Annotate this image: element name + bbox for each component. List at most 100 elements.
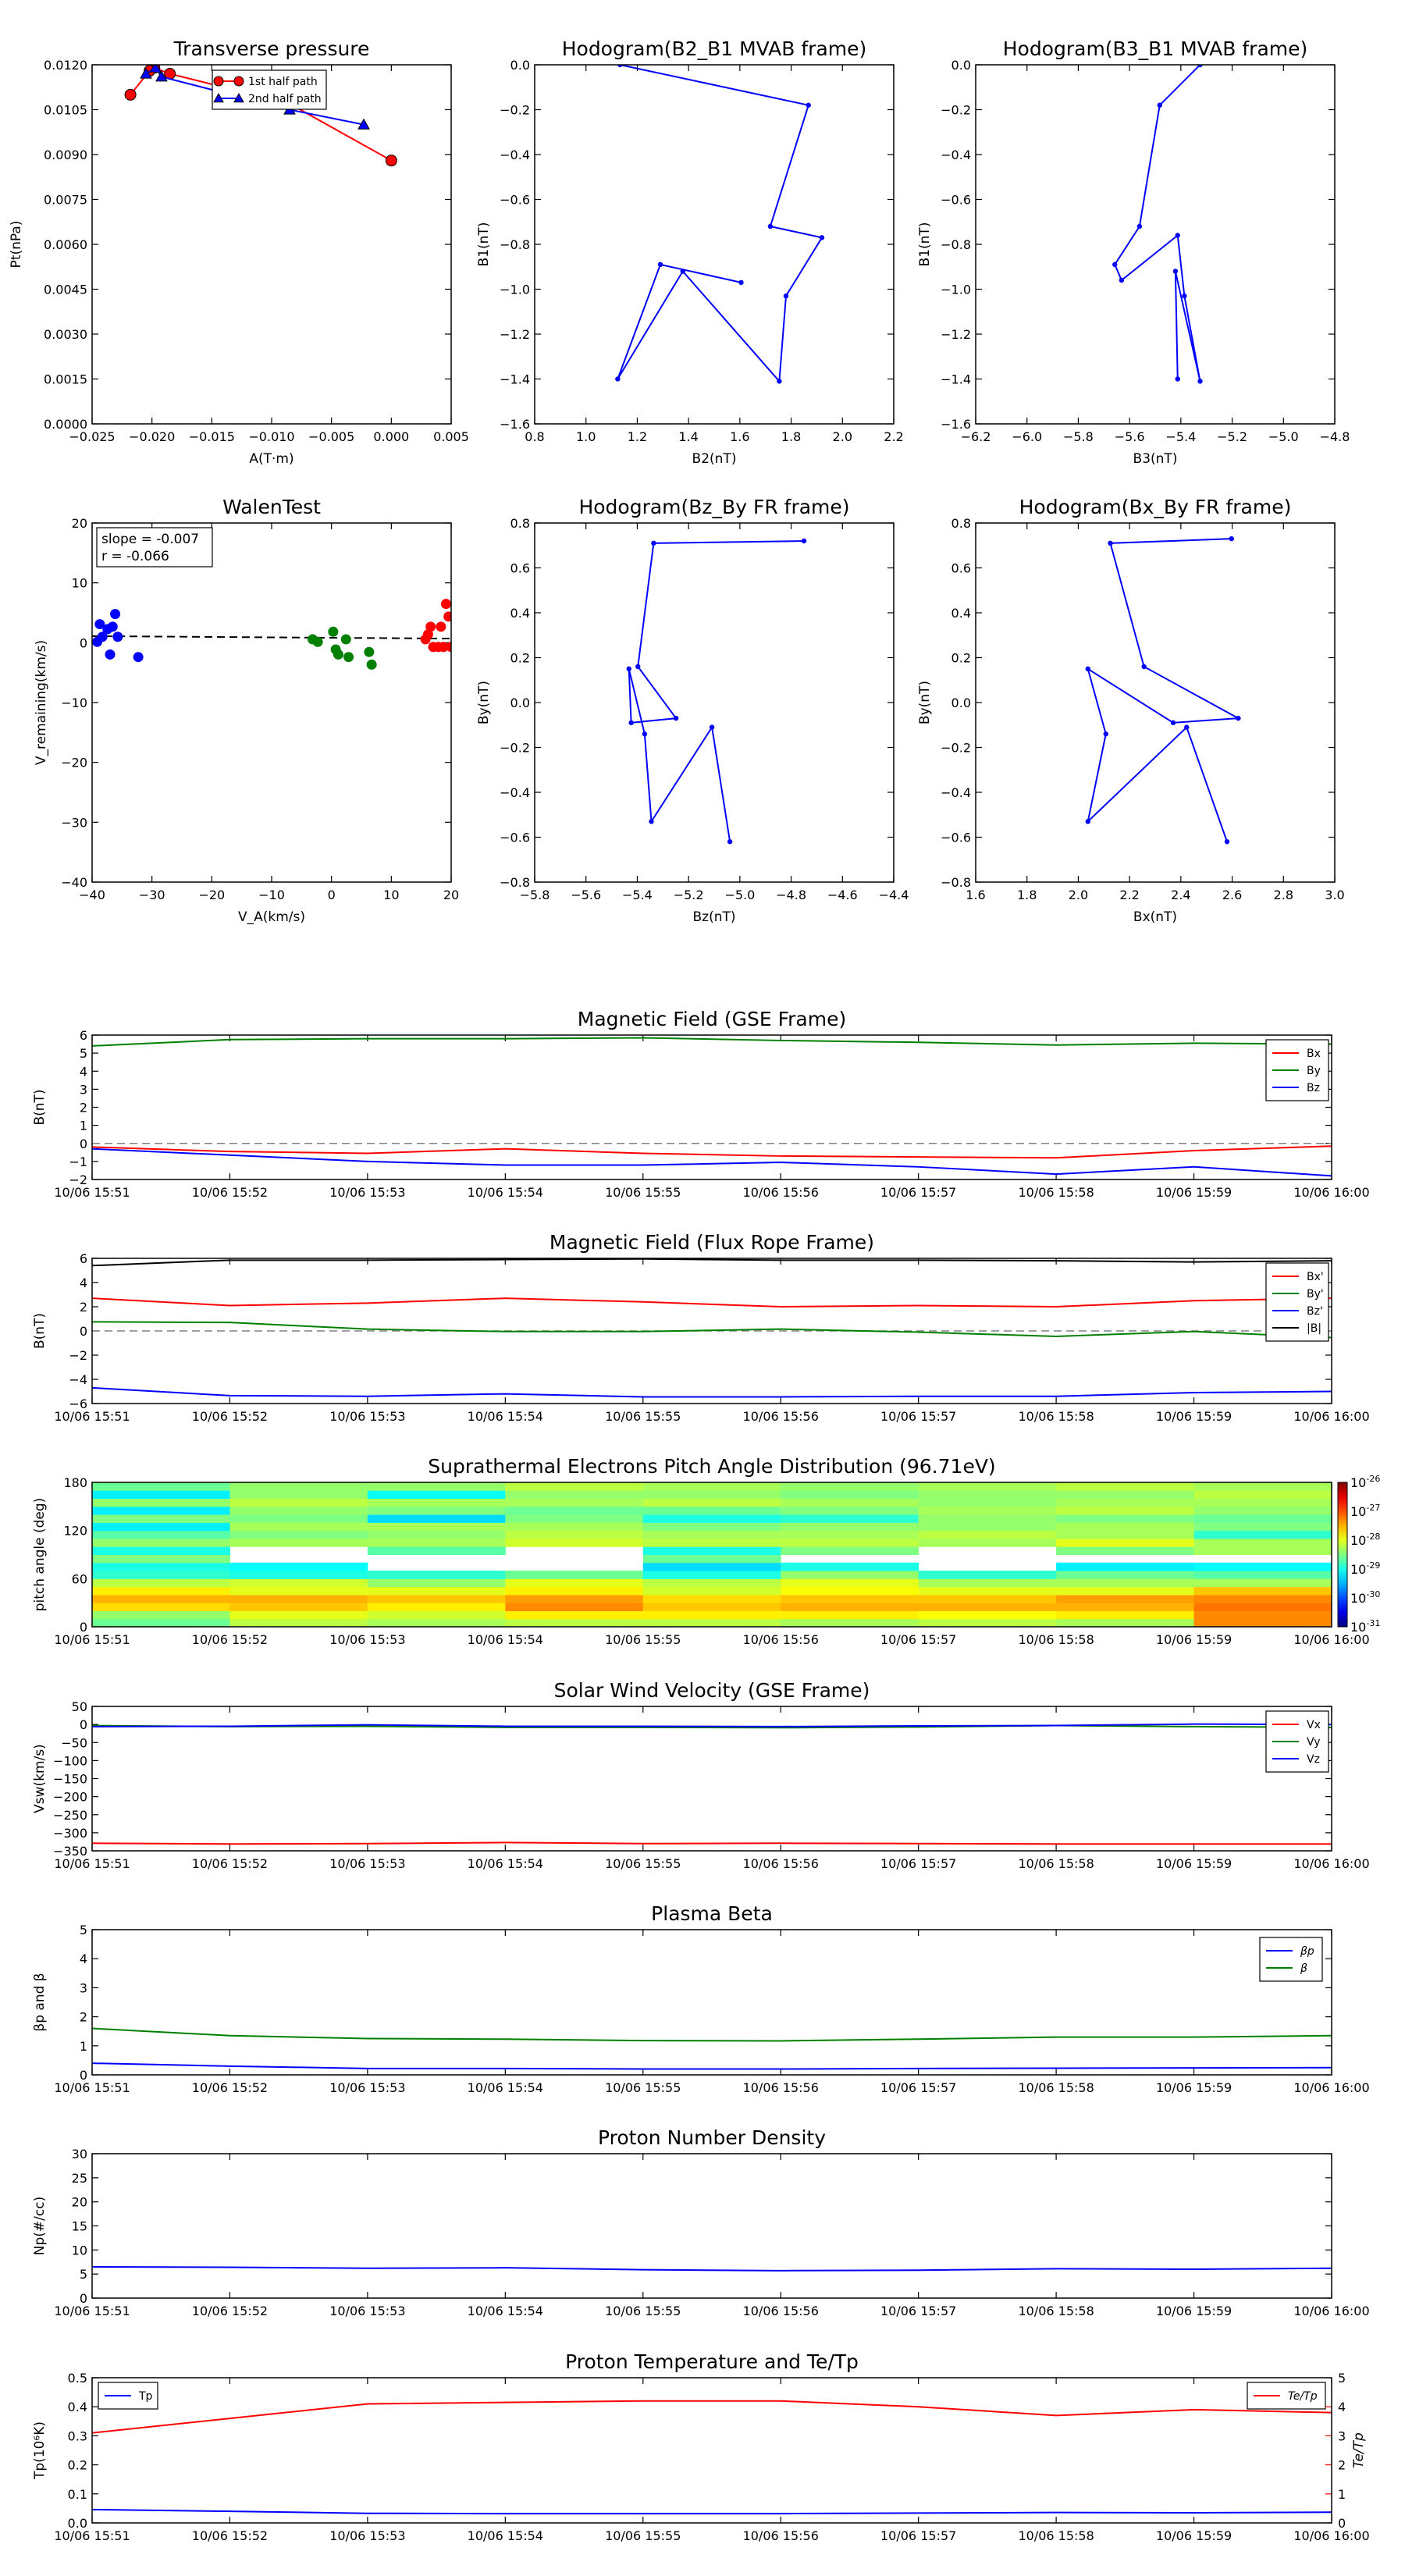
heatmap-cell — [229, 1522, 368, 1532]
legend-label: Te/Tp — [1288, 2390, 1318, 2403]
series-line — [92, 1258, 1332, 1267]
legend-marker — [213, 92, 224, 103]
x-tick-label: −5.8 — [520, 888, 550, 902]
heatmap-cell — [781, 1514, 919, 1523]
y-tick-label: 0.0030 — [44, 327, 87, 342]
data-point — [1136, 223, 1143, 229]
legend-label: Vz — [1307, 1753, 1320, 1766]
panel-3-axes: WalenTest −40 −30 −20 −10 0 10 20 −40 −30 −20 −10 0 1… — [34, 496, 459, 925]
heatmap-cell — [505, 1578, 644, 1588]
x-tick-label: 10/06 15:54 — [468, 1409, 543, 1424]
y-right-axis-label: Te/Tp — [1351, 2432, 1367, 2468]
chart-title: Suprathermal Electrons Pitch Angle Distr… — [428, 1455, 995, 1478]
timeseries-1: Magnetic Field (Flux Rope Frame) −6 −4 −2 0 2… — [32, 1231, 1370, 1424]
y-axis-label: B(nT) — [32, 1089, 48, 1125]
x-tick-label: 10/06 15:58 — [1018, 2528, 1094, 2543]
legend-label: Vx — [1307, 1719, 1321, 1731]
x-tick-label: 1.6 — [730, 429, 749, 444]
heatmap-cell — [92, 1506, 230, 1515]
heatmap-cell — [781, 1594, 919, 1603]
colorbar-tick-label: 10-30 — [1350, 1589, 1380, 1606]
y-axis-label: B(nT) — [32, 1313, 48, 1349]
x-tick-label: 10/06 15:57 — [880, 2528, 956, 2543]
x-tick-label: 2.2 — [1119, 888, 1139, 902]
y-tick-label: 0 — [80, 2068, 87, 2083]
legend-label: βp — [1300, 1945, 1314, 1958]
y-tick-label: −20 — [61, 756, 87, 770]
heatmap-cell — [229, 1490, 368, 1500]
series-line — [92, 2027, 1332, 2042]
y-tick-label: −0.4 — [941, 148, 971, 162]
x-tick-label: −6.2 — [961, 429, 991, 444]
y-axis-label: By(nT) — [917, 681, 933, 724]
data-point — [366, 659, 377, 670]
series-line — [92, 2062, 1332, 2070]
heatmap-cell — [92, 1554, 230, 1564]
heatmap-cell — [642, 1554, 781, 1564]
data-point — [312, 636, 323, 647]
y-tick-label: −1.2 — [941, 327, 971, 342]
series-line — [92, 1147, 1332, 1177]
data-point — [1141, 664, 1147, 670]
colorbar-tick-exp: -27 — [1366, 1503, 1380, 1513]
x-tick-label: 10/06 15:59 — [1156, 2080, 1232, 2095]
y-tick-label: 1 — [80, 1119, 87, 1133]
heatmap-cell — [918, 1610, 1057, 1620]
x-tick-label: 10 — [383, 888, 399, 902]
timeseries-5: Proton Number Density 0 5 10 15 20 25 30 10/06 1… — [32, 2126, 1370, 2318]
y-axis-label: Tp(10⁶K) — [32, 2421, 48, 2480]
axes-frame — [91, 2153, 1332, 2299]
heatmap-cell — [1056, 1578, 1195, 1588]
axes-frame — [91, 1706, 1332, 1852]
legend-label: |B| — [1307, 1322, 1321, 1335]
y-tick-label: 0.8 — [510, 516, 530, 531]
panel-2-axes: Hodogram(B3_B1 MVAB frame) −1.6 −1.4 −1.2 −1… — [917, 37, 1350, 467]
plot-area — [92, 2265, 1332, 2272]
x-tick-label: 10/06 15:51 — [54, 1185, 130, 1200]
y-axis-label: Pt(nPa) — [9, 221, 24, 269]
heatmap-cell — [1056, 1490, 1195, 1500]
heatmap-cell — [1193, 1586, 1332, 1596]
heatmap-cell — [505, 1538, 644, 1547]
legend-marker — [213, 76, 224, 87]
series-line — [92, 1724, 1332, 1729]
y-tick-label: 5 — [80, 1046, 87, 1061]
x-tick-label: 10/06 15:55 — [605, 2528, 681, 2543]
heatmap-cell — [1056, 1603, 1195, 1611]
x-tick-label: 10/06 15:53 — [329, 2080, 405, 2095]
x-tick-label: 10/06 15:51 — [54, 1409, 130, 1424]
data-point — [438, 642, 449, 653]
heatmap-cell — [1056, 1530, 1195, 1539]
x-tick-label: 10/06 15:53 — [329, 2528, 405, 2543]
panel-4-axes: Hodogram(Bz_By FR frame) −0.8 −0.6 −0.4 −0.2… — [476, 496, 909, 925]
data-point — [1197, 379, 1203, 384]
heatmap-cell — [642, 1498, 781, 1507]
data-point — [635, 664, 641, 670]
x-tick-label: −5.2 — [1217, 429, 1247, 444]
heatmap-cell — [92, 1538, 230, 1547]
heatmap-cell — [642, 1482, 781, 1491]
heatmap-cell — [229, 1562, 368, 1571]
x-tick-label: −5.2 — [674, 888, 704, 902]
y-tick-label: 0 — [80, 635, 87, 650]
x-tick-label: 10/06 15:58 — [1018, 1409, 1094, 1424]
heatmap-cell — [505, 1571, 644, 1579]
x-tick-label: 10/06 15:53 — [329, 2304, 405, 2318]
x-tick-label: −10 — [258, 888, 285, 902]
y-tick-label: −2 — [69, 1172, 87, 1187]
heatmap-cell — [918, 1490, 1057, 1500]
data-point — [140, 67, 152, 79]
colorbar-tick-base: 10 — [1350, 1562, 1366, 1577]
x-tick-label: 2.0 — [833, 429, 852, 444]
heatmap-cell — [642, 1546, 781, 1555]
heatmap-cell — [367, 1498, 506, 1507]
y-tick-label: 4 — [80, 1276, 87, 1290]
heatmap-cell — [642, 1571, 781, 1579]
heatmap-cell — [367, 1618, 506, 1627]
x-tick-label: 10/06 15:53 — [329, 1856, 405, 1871]
data-point — [94, 619, 105, 630]
y-tick-label: −0.8 — [500, 875, 530, 890]
series-line — [92, 1386, 1332, 1398]
heatmap-cell — [92, 1618, 230, 1627]
